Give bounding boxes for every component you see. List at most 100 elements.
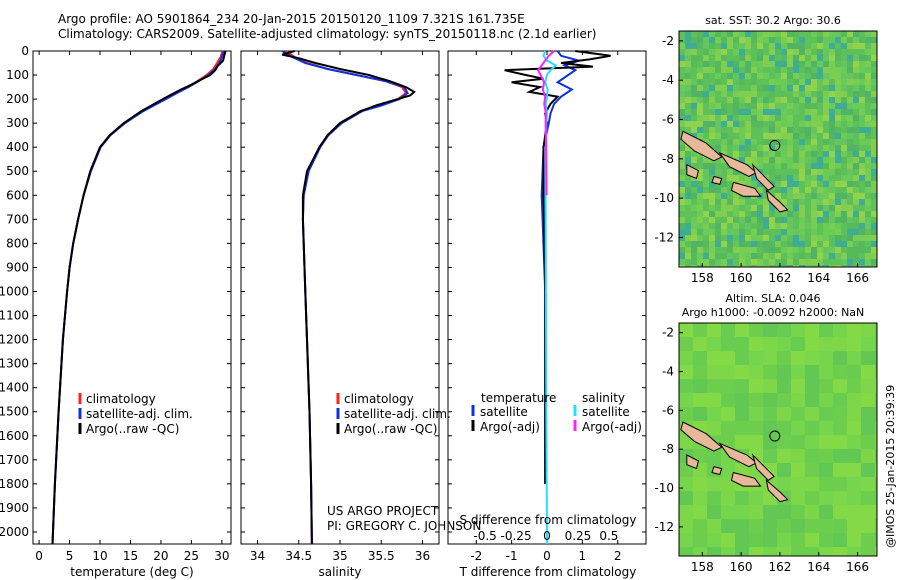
map-cell <box>787 121 793 127</box>
y-tick-label: 2000 <box>0 525 29 539</box>
map-cell <box>691 217 697 223</box>
map-cell <box>707 407 721 421</box>
map-cell <box>833 351 847 365</box>
map-y-tick-label: -10 <box>654 191 674 205</box>
map-cell <box>787 139 793 145</box>
map-cell <box>703 235 709 241</box>
map-cell <box>721 73 727 79</box>
map-cell <box>853 85 859 91</box>
map-cell <box>715 217 721 223</box>
map-cell <box>805 103 811 109</box>
map-cell <box>763 133 769 139</box>
map-cell <box>679 205 685 211</box>
map-cell <box>791 477 805 491</box>
map-cell <box>721 61 727 67</box>
map-cell <box>835 247 841 253</box>
map-cell <box>817 49 823 55</box>
map-cell <box>685 91 691 97</box>
map-cell <box>853 211 859 217</box>
map-cell <box>811 217 817 223</box>
map-cell <box>865 187 871 193</box>
map-cell <box>829 79 835 85</box>
map-cell <box>835 151 841 157</box>
map-cell <box>727 133 733 139</box>
map-cell <box>679 109 685 115</box>
map-cell <box>833 379 847 393</box>
map-cell <box>841 229 847 235</box>
map-cell <box>697 85 703 91</box>
map-cell <box>781 193 787 199</box>
map-cell <box>751 73 757 79</box>
x-tick-label: 1 <box>579 549 587 563</box>
map-cell <box>799 211 805 217</box>
map-cell <box>871 103 877 109</box>
map-cell <box>739 103 745 109</box>
map-cell <box>727 253 733 259</box>
map-cell <box>841 199 847 205</box>
map-cell <box>805 265 811 267</box>
map-cell <box>793 223 799 229</box>
map-cell <box>847 235 853 241</box>
project-line1: US ARGO PROJECT <box>327 504 439 518</box>
map-cell <box>847 61 853 67</box>
map-cell <box>781 253 787 259</box>
map-cell <box>859 157 865 163</box>
map-cell <box>739 223 745 229</box>
map-cell <box>751 235 757 241</box>
map-cell <box>735 491 749 505</box>
map-cell <box>777 323 791 337</box>
map-cell <box>727 37 733 43</box>
map-cell <box>793 217 799 223</box>
map-cell <box>679 31 685 37</box>
map-cell <box>751 103 757 109</box>
map-cell <box>751 145 757 151</box>
map-cell <box>727 31 733 37</box>
map-cell <box>805 323 819 337</box>
map-cell <box>697 43 703 49</box>
map-cell <box>811 181 817 187</box>
map-cell <box>835 85 841 91</box>
map-cell <box>871 223 877 229</box>
map-cell <box>819 393 833 407</box>
map-cell <box>829 211 835 217</box>
salinity-panel: 34 34.5 35 35.5 36climatologysatellite-adj. … <box>241 50 451 563</box>
map-cell <box>859 181 865 187</box>
map-cell <box>871 181 877 187</box>
map-cell <box>875 393 877 407</box>
map-cell <box>691 31 697 37</box>
map-cell <box>823 97 829 103</box>
map-cell <box>685 205 691 211</box>
map-cell <box>793 73 799 79</box>
map-cell <box>865 61 871 67</box>
map-cell <box>697 103 703 109</box>
map-cell <box>805 351 819 365</box>
map-cell <box>757 235 763 241</box>
map-cell <box>721 211 727 217</box>
map-cell <box>763 211 769 217</box>
map-cell <box>697 175 703 181</box>
map-cell <box>787 145 793 151</box>
map-cell <box>733 73 739 79</box>
map-cell <box>805 505 819 519</box>
map-cell <box>757 151 763 157</box>
map-cell <box>841 37 847 43</box>
map-cell <box>697 223 703 229</box>
map-cell <box>853 55 859 61</box>
map-cell <box>875 519 877 533</box>
map-cell <box>805 337 819 351</box>
map-cell <box>727 229 733 235</box>
map-cell <box>829 67 835 73</box>
map-x-tick-label: 166 <box>846 271 869 285</box>
map-cell <box>871 43 877 49</box>
map-cell <box>865 115 871 121</box>
map-cell <box>817 121 823 127</box>
map-cell <box>679 79 685 85</box>
map-cell <box>799 139 805 145</box>
map-cell <box>859 193 865 199</box>
map-cell <box>709 133 715 139</box>
map-cell <box>703 241 709 247</box>
map-cell <box>745 211 751 217</box>
map-cell <box>745 139 751 145</box>
map-cell <box>691 205 697 211</box>
map-cell <box>853 61 859 67</box>
